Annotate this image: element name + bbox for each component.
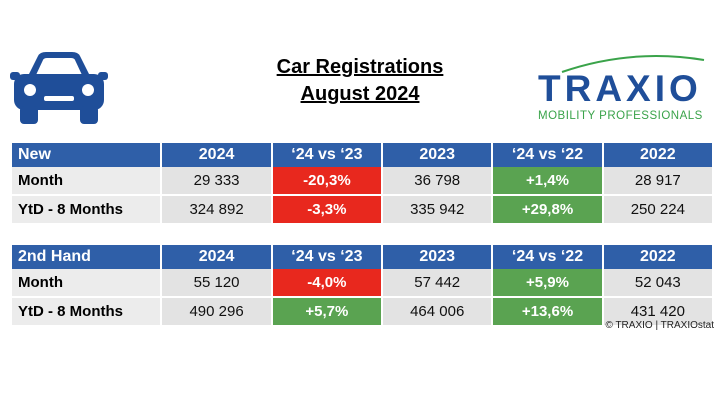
header-cell: ‘24 vs ‘23 [272, 143, 382, 167]
value-cell: 29 333 [162, 167, 271, 196]
copyright-note: © TRAXIO | TRAXIOstat [605, 320, 714, 331]
logo-swoosh-icon [561, 55, 705, 73]
logo-tagline: MOBILITY PROFESSIONALS [538, 110, 703, 122]
row-label: YtD - 8 Months [12, 196, 161, 225]
header-cell: 2022 [603, 245, 712, 269]
value-cell: 490 296 [162, 298, 271, 327]
change-cell: +5,9% [493, 269, 602, 298]
header-cell: ‘24 vs ‘23 [272, 245, 382, 269]
header-cell: New [12, 143, 161, 167]
value-cell: 52 043 [603, 269, 712, 298]
change-cell: -3,3% [272, 196, 382, 225]
row-label: YtD - 8 Months [12, 298, 161, 327]
header-cell: 2022 [603, 143, 712, 167]
table-row: YtD - 8 Months 324 892 -3,3% 335 942 +29… [12, 196, 712, 225]
row-label: Month [12, 269, 161, 298]
header-cell: ‘24 vs ‘22 [493, 245, 602, 269]
logo-word: TRAXIO [538, 68, 702, 109]
row-label: Month [12, 167, 161, 196]
change-cell: +29,8% [493, 196, 602, 225]
header-cell: 2024 [162, 245, 271, 269]
value-cell: 335 942 [383, 196, 492, 225]
traxio-logo: TRAXIO MOBILITY PROFESSIONALS [532, 50, 712, 126]
value-cell: 36 798 [383, 167, 492, 196]
value-cell: 57 442 [383, 269, 492, 298]
change-cell: -4,0% [272, 269, 382, 298]
change-cell: +13,6% [493, 298, 602, 327]
value-cell: 324 892 [162, 196, 271, 225]
header-cell: 2nd Hand [12, 245, 161, 269]
change-cell: +1,4% [493, 167, 602, 196]
table-header-row: 2nd Hand 2024 ‘24 vs ‘23 2023 ‘24 vs ‘22… [12, 245, 712, 269]
new-cars-table: New 2024 ‘24 vs ‘23 2023 ‘24 vs ‘22 2022… [10, 143, 714, 225]
title-line-1: Car Registrations [276, 56, 444, 78]
value-cell: 431 420 [603, 298, 712, 327]
value-cell: 250 224 [603, 196, 712, 225]
header-cell: 2023 [383, 245, 492, 269]
header-cell: ‘24 vs ‘22 [493, 143, 602, 167]
value-cell: 464 006 [383, 298, 492, 327]
header-cell: 2024 [162, 143, 271, 167]
title-line-2: August 2024 [300, 83, 420, 105]
second-hand-table: 2nd Hand 2024 ‘24 vs ‘23 2023 ‘24 vs ‘22… [10, 245, 714, 327]
page-title: Car Registrations August 2024 [230, 54, 490, 108]
table-row: Month 55 120 -4,0% 57 442 +5,9% 52 043 [12, 269, 712, 298]
change-cell: -20,3% [272, 167, 382, 196]
car-icon [10, 52, 108, 124]
change-cell: +5,7% [272, 298, 382, 327]
table-row: Month 29 333 -20,3% 36 798 +1,4% 28 917 [12, 167, 712, 196]
table-row: YtD - 8 Months 490 296 +5,7% 464 006 +13… [12, 298, 712, 327]
table-header-row: New 2024 ‘24 vs ‘23 2023 ‘24 vs ‘22 2022 [12, 143, 712, 167]
header-cell: 2023 [383, 143, 492, 167]
value-cell: 28 917 [603, 167, 712, 196]
value-cell: 55 120 [162, 269, 271, 298]
